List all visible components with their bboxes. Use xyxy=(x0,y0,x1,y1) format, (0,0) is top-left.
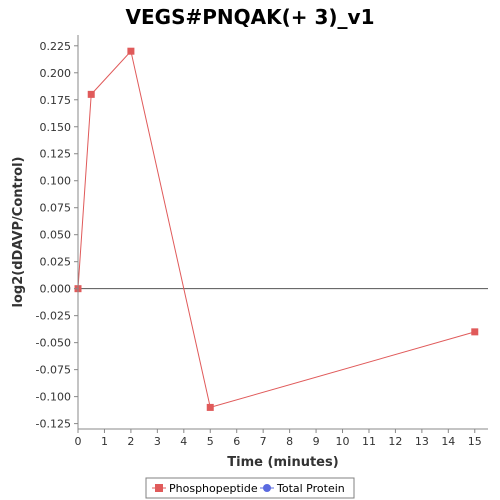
x-tick-label: 9 xyxy=(313,435,320,448)
y-tick-label: -0.125 xyxy=(36,418,71,431)
y-tick-label: 0.225 xyxy=(40,40,72,53)
y-tick-label: 0.150 xyxy=(40,121,72,134)
y-tick-label: -0.050 xyxy=(36,337,71,350)
x-tick-label: 3 xyxy=(154,435,161,448)
y-tick-label: 0.000 xyxy=(40,283,72,296)
legend-label-1: Total Protein xyxy=(276,482,345,495)
chart-title: VEGS#PNQAK(+ 3)_v1 xyxy=(126,5,375,29)
x-tick-label: 11 xyxy=(362,435,376,448)
y-tick-label: 0.025 xyxy=(40,256,72,269)
data-point xyxy=(471,328,479,336)
y-tick-label: 0.200 xyxy=(40,67,72,80)
y-tick-label: 0.050 xyxy=(40,229,72,242)
y-axis-label: log2(dDAVP/Control) xyxy=(11,157,26,308)
plot-area xyxy=(78,35,488,429)
legend-label-0: Phosphopeptide xyxy=(169,482,258,495)
x-tick-label: 6 xyxy=(233,435,240,448)
y-tick-label: -0.025 xyxy=(36,310,71,323)
x-tick-label: 0 xyxy=(75,435,82,448)
x-tick-label: 12 xyxy=(388,435,402,448)
y-ticks: -0.125 -0.100 -0.075 -0.050 -0.025 0.000 0.025… xyxy=(36,40,78,431)
y-tick-label: -0.075 xyxy=(36,364,71,377)
y-tick-label: 0.125 xyxy=(40,148,72,161)
x-tick-label: 10 xyxy=(336,435,350,448)
x-tick-label: 13 xyxy=(415,435,429,448)
data-point xyxy=(87,90,95,98)
y-tick-label: 0.100 xyxy=(40,175,72,188)
data-point xyxy=(206,403,214,411)
x-tick-label: 5 xyxy=(207,435,214,448)
legend-marker-0 xyxy=(155,484,163,492)
x-tick-label: 14 xyxy=(441,435,455,448)
x-tick-label: 1 xyxy=(101,435,108,448)
x-tick-label: 7 xyxy=(260,435,267,448)
x-tick-label: 2 xyxy=(127,435,134,448)
x-tick-label: 15 xyxy=(468,435,482,448)
legend: Phosphopeptide Total Protein xyxy=(145,477,355,499)
x-tick-label: 8 xyxy=(286,435,293,448)
y-tick-label: 0.175 xyxy=(40,94,72,107)
x-axis-label: Time (minutes) xyxy=(227,455,338,470)
x-ticks: 0 1 2 3 4 5 6 7 8 9 10 11 12 13 14 15 xyxy=(75,429,482,448)
data-point xyxy=(127,47,135,55)
legend-marker-1 xyxy=(263,484,271,492)
legend-box xyxy=(145,477,355,499)
y-tick-label: -0.100 xyxy=(36,391,71,404)
x-tick-label: 4 xyxy=(180,435,187,448)
y-tick-label: 0.075 xyxy=(40,202,72,215)
